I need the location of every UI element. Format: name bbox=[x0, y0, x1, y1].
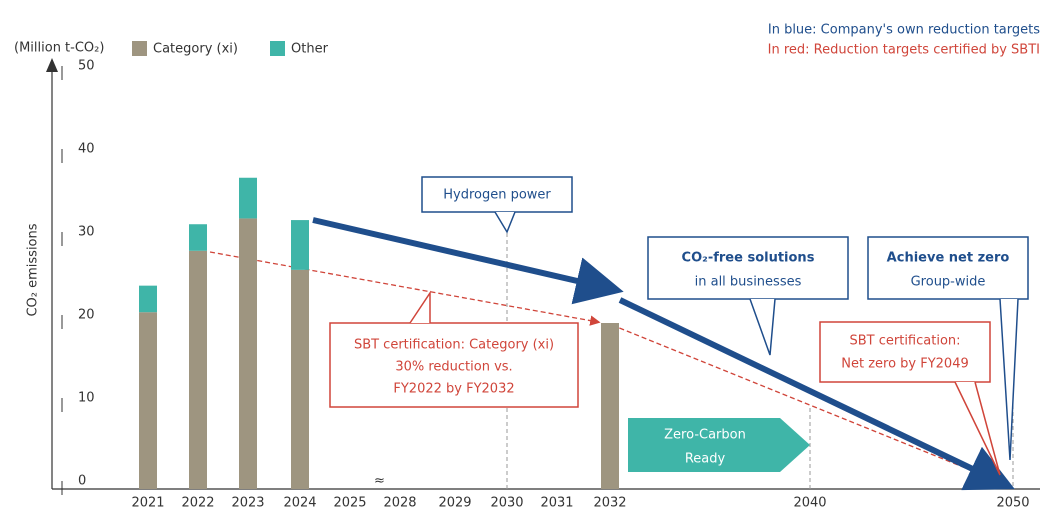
callout-text: FY2022 by FY2032 bbox=[393, 382, 514, 397]
y-unit: (Million t-CO₂) bbox=[14, 41, 104, 56]
y-tick-label: 50 bbox=[78, 59, 95, 74]
legend-swatch bbox=[132, 41, 147, 56]
x-tick-label: 2032 bbox=[593, 496, 626, 511]
x-tick-label: 2021 bbox=[131, 496, 164, 511]
x-tick-label: 2022 bbox=[181, 496, 214, 511]
target-path bbox=[312, 217, 624, 305]
callout-tail bbox=[494, 211, 516, 234]
x-tick-label: 2029 bbox=[438, 496, 471, 511]
note-red: In red: Reduction targets certified by S… bbox=[768, 43, 1040, 58]
callout-text: 30% reduction vs. bbox=[395, 360, 512, 375]
callout-text: SBT certification: bbox=[849, 334, 960, 349]
x-tick-label: 2030 bbox=[490, 496, 523, 511]
y-tick-label: 20 bbox=[78, 308, 95, 323]
callout-text: Group-wide bbox=[911, 275, 986, 290]
badge-text: Ready bbox=[685, 452, 726, 467]
sbt-path bbox=[209, 251, 601, 326]
target-path bbox=[618, 297, 1015, 491]
legend-label: Category (xi) bbox=[153, 42, 238, 57]
bar bbox=[239, 177, 257, 219]
bar bbox=[601, 323, 619, 489]
bar bbox=[239, 218, 257, 490]
callout-text: in all businesses bbox=[695, 275, 802, 290]
x-tick-label: 2025 bbox=[333, 496, 366, 511]
y-tick-label: 40 bbox=[78, 142, 95, 157]
x-tick-label: 2040 bbox=[793, 496, 826, 511]
callout-box bbox=[329, 322, 579, 408]
x-tick-label: 2024 bbox=[283, 496, 316, 511]
callout-text: CO₂-free solutions bbox=[682, 251, 815, 266]
y-tick-label: 30 bbox=[78, 225, 95, 240]
x-tick-label: 2031 bbox=[540, 496, 573, 511]
x-tick-label: 2023 bbox=[231, 496, 264, 511]
y-tick-label: 0 bbox=[78, 474, 86, 489]
zero-carbon-badge bbox=[628, 418, 810, 472]
callout-tail bbox=[954, 381, 1001, 476]
bar bbox=[291, 220, 309, 270]
callout-text: Net zero by FY2049 bbox=[841, 357, 969, 372]
y-tick-label: 10 bbox=[78, 391, 95, 406]
bar bbox=[139, 285, 157, 313]
y-label: CO₂ emissions bbox=[26, 223, 41, 316]
callout-text: Achieve net zero bbox=[887, 251, 1010, 266]
bar bbox=[139, 312, 157, 489]
note-blue: In blue: Company's own reduction targets bbox=[768, 23, 1040, 38]
callout-tail bbox=[409, 290, 431, 324]
callout-tail bbox=[749, 298, 776, 356]
callout-text: SBT certification: Category (xi) bbox=[354, 338, 554, 353]
callout-box bbox=[819, 321, 991, 383]
axis-break: ≈ bbox=[374, 474, 385, 489]
badge-text: Zero-Carbon bbox=[664, 428, 746, 443]
bar bbox=[189, 250, 207, 489]
legend: Category (xi) Other bbox=[132, 41, 329, 57]
legend-label: Other bbox=[291, 42, 329, 57]
x-tick-label: 2028 bbox=[383, 496, 416, 511]
sbt-path bbox=[611, 324, 1008, 486]
callout-text: Hydrogen power bbox=[443, 188, 551, 203]
callout-box bbox=[647, 236, 849, 300]
callout-tail bbox=[999, 298, 1019, 461]
bar bbox=[189, 224, 207, 251]
x-tick-label: 2050 bbox=[996, 496, 1029, 511]
callout-box bbox=[867, 236, 1029, 300]
legend-swatch bbox=[270, 41, 285, 56]
callout-box bbox=[421, 176, 573, 213]
y-axis-arrow bbox=[46, 58, 58, 72]
bar bbox=[291, 269, 309, 489]
